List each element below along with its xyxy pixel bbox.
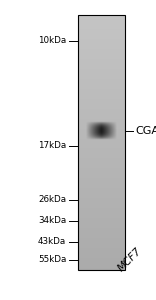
Text: MCF7: MCF7 <box>116 245 144 273</box>
Text: 34kDa: 34kDa <box>38 216 66 225</box>
Bar <box>78 15 125 270</box>
Text: 55kDa: 55kDa <box>38 255 66 264</box>
Text: CGA: CGA <box>136 125 156 136</box>
Text: 43kDa: 43kDa <box>38 237 66 246</box>
Text: 26kDa: 26kDa <box>38 195 66 204</box>
Text: 10kDa: 10kDa <box>38 36 66 45</box>
Text: 17kDa: 17kDa <box>38 141 66 150</box>
